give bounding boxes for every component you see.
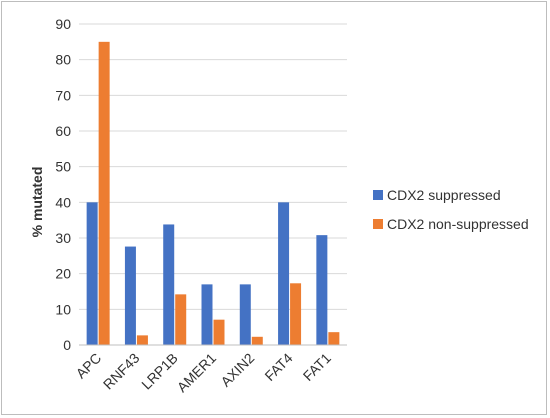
y-tick-label: 40: [55, 194, 71, 210]
bar-suppressed: [278, 202, 290, 345]
bar-non-suppressed: [328, 332, 340, 345]
y-axis-title: % mutated: [29, 167, 45, 238]
gridlines: [79, 23, 347, 310]
y-tick-label: 20: [55, 266, 71, 282]
y-tick-label: 70: [55, 87, 71, 103]
y-tick-labels: 0 10 20 30 40 50 60 70 80 90: [55, 16, 71, 353]
y-tick-label: 90: [55, 16, 71, 32]
x-tick-label: RNF43: [100, 350, 143, 393]
bar-suppressed: [163, 224, 175, 345]
legend: CDX2 suppressed CDX2 non-suppressed: [373, 187, 529, 232]
y-tick-label: 30: [55, 230, 71, 246]
bar-non-suppressed: [175, 294, 187, 345]
bar-non-suppressed: [98, 41, 110, 345]
bar-suppressed: [201, 284, 213, 345]
bars: [86, 41, 340, 345]
x-tick-label: FAT4: [261, 350, 295, 384]
x-tick-label: APC: [73, 350, 105, 382]
bar-non-suppressed: [213, 319, 225, 345]
legend-swatch: [373, 219, 383, 229]
y-tick-label: 80: [55, 52, 71, 68]
bar-non-suppressed: [136, 335, 148, 345]
x-tick-label: AXIN2: [217, 350, 257, 390]
bar-suppressed: [316, 235, 328, 345]
bar-non-suppressed: [251, 336, 263, 345]
x-tick-label: AMER1: [174, 350, 220, 396]
y-tick-label: 10: [55, 301, 71, 317]
legend-swatch: [373, 190, 383, 200]
legend-label: CDX2 suppressed: [387, 187, 501, 203]
bar-suppressed: [124, 246, 136, 345]
y-tick-label: 0: [63, 337, 71, 353]
x-tick-label: LRP1B: [138, 350, 181, 393]
y-tick-label: 50: [55, 159, 71, 175]
x-tick-label: FAT1: [300, 350, 334, 384]
legend-label: CDX2 non-suppressed: [387, 216, 529, 232]
y-tick-label: 60: [55, 123, 71, 139]
bar-suppressed: [239, 284, 251, 345]
bar-suppressed: [86, 202, 98, 345]
bar-non-suppressed: [290, 283, 302, 345]
